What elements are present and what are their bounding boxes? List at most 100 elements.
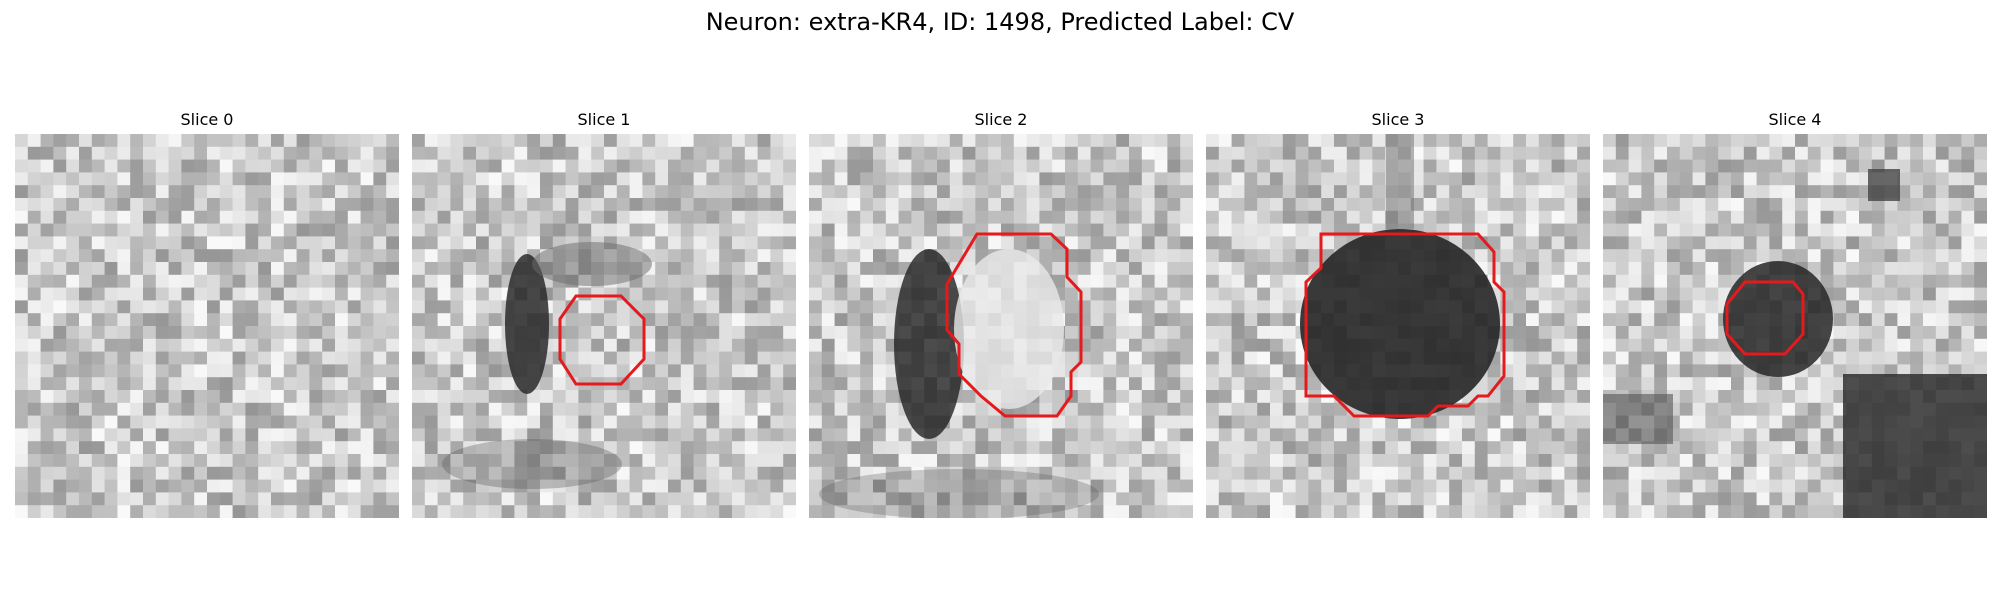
pixel [1526,172,1540,186]
pixel [540,185,554,199]
pixel [322,134,336,148]
pixel [1346,479,1360,493]
pixel [1526,223,1540,237]
pixel [668,326,682,340]
pixel [949,466,963,480]
pixel [1372,466,1386,480]
pixel [540,172,554,186]
pixel [501,159,515,173]
pixel [1026,428,1040,442]
pixel [91,505,105,518]
pixel [450,441,464,455]
pixel [1961,172,1975,186]
pixel [1257,466,1271,480]
pixel [1897,351,1911,365]
pixel [565,505,579,518]
pixel [552,454,566,468]
pixel [1807,249,1821,263]
pixel [1295,223,1309,237]
pixel [347,146,361,160]
pixel [15,454,29,468]
pixel [1500,262,1514,276]
pixel [1743,146,1757,160]
pixel [1334,134,1348,148]
pixel [1807,223,1821,237]
pixel [53,390,67,404]
pixel [27,300,41,314]
pixel [104,287,118,301]
pixel [591,454,605,468]
pixel [1910,338,1924,352]
pixel [1974,313,1987,327]
pixel [1526,159,1540,173]
pixel [1628,159,1642,173]
pixel [732,351,746,365]
pixel [412,492,426,506]
pixel [1244,415,1258,429]
pixel [885,198,899,212]
pixel [1116,159,1130,173]
pixel [181,492,195,506]
pixel [386,479,399,493]
pixel [40,274,54,288]
pixel [1334,402,1348,416]
pixel [424,159,438,173]
pixel [1884,146,1898,160]
pixel [1731,479,1745,493]
pixel [975,172,989,186]
roi-contour [945,232,1083,418]
pixel [1654,236,1668,250]
pixel [1065,428,1079,442]
pixel [744,210,758,224]
pixel [1641,223,1655,237]
pixel [232,249,246,263]
pixel [1257,313,1271,327]
pixel [873,185,887,199]
pixel [1654,185,1668,199]
pixel [860,300,874,314]
pixel [1206,223,1220,237]
pixel [1180,249,1193,263]
pixel [809,313,823,327]
pixel [1551,351,1565,365]
pixel [1871,134,1885,148]
pixel [476,377,490,391]
pixel [642,441,656,455]
pixel [1295,415,1309,429]
pixel [680,287,694,301]
pixel [962,492,976,506]
pixel [1116,441,1130,455]
pixel [885,210,899,224]
pixel [770,172,784,186]
pixel [1206,159,1220,173]
pixel [1052,402,1066,416]
pixel [386,505,399,518]
pixel [552,146,566,160]
pixel [706,441,720,455]
pixel [1218,274,1232,288]
pixel [1359,428,1373,442]
pixel [1423,198,1437,212]
pixel [1270,159,1284,173]
pixel [1743,134,1757,148]
pixel [1603,262,1617,276]
pixel [1295,492,1309,506]
pixel [719,185,733,199]
pixel [1948,210,1962,224]
pixel [155,198,169,212]
pixel [1231,223,1245,237]
pixel [591,364,605,378]
pixel [668,390,682,404]
pixel [1743,390,1757,404]
pixel [1141,415,1155,429]
pixel [309,428,323,442]
pixel [40,364,54,378]
pixel [450,146,464,160]
pixel [1282,351,1296,365]
pixel [322,172,336,186]
pixel [693,300,707,314]
pixel [527,479,541,493]
pixel [1667,223,1681,237]
pixel [143,492,157,506]
pixel [1206,185,1220,199]
